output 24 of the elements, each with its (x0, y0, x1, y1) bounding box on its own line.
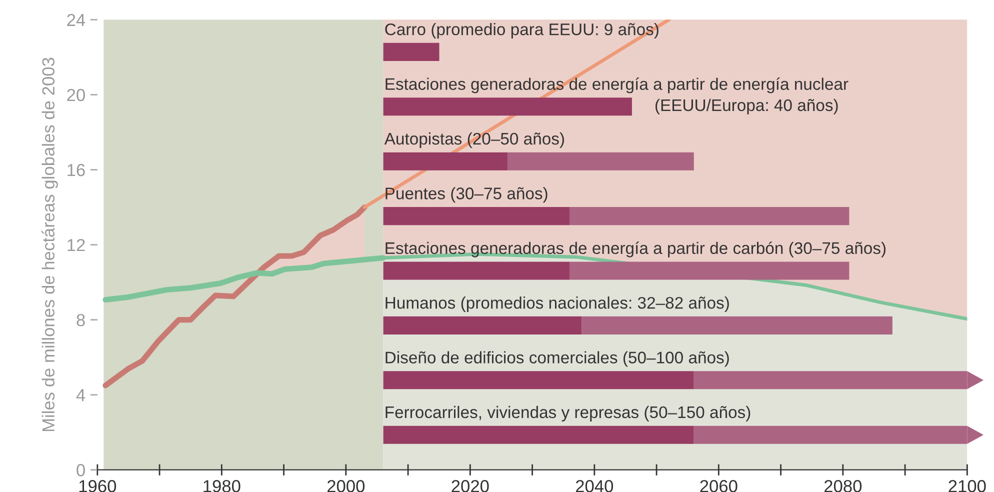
y-tick-label: Ferrocarriles, viviendas y represas (50–150 años) (386, 406, 750, 422)
y-tick-label: 0 (76, 464, 85, 476)
y-tick-label: 4 (76, 389, 86, 402)
y-tick-label: 12 (68, 238, 85, 252)
y-tick-label: 16 (68, 164, 85, 176)
x-tick-label: 1960 (79, 480, 116, 492)
x-tick-label: 2020 (452, 480, 489, 492)
y-tick-label: 20 (67, 88, 85, 102)
x-tick-label: 2060 (700, 480, 738, 492)
y-tick-label: Puentes (30–75 años) (386, 187, 548, 203)
x-tick-label: 2040 (576, 480, 614, 492)
x-tick-label: 1980 (204, 480, 240, 492)
x-tick-label: 2100 (948, 480, 986, 492)
y-tick-label: Diseño de edificios comerciales (50–100 años) (386, 351, 729, 367)
y-tick-label: 24 (67, 14, 86, 26)
y-tick-label: Estaciones generadoras de energía a partir de carbón (30–75 años) (386, 242, 886, 258)
y-tick-label: Estaciones generadoras de energía a partir de energía nuclear (EEUU/Europa: 40 años) (386, 78, 848, 114)
x-tick-label: 2000 (327, 480, 365, 492)
x-tick-label: 2080 (824, 480, 862, 492)
y-tick-label: 8 (76, 314, 85, 326)
y-tick-label: Humanos (promedios nacionales: 32–82 años) (386, 296, 729, 312)
y-tick-label: Autopistas (20–50 años) (384, 132, 564, 148)
y-tick-label: Carro (promedio para EEUU: 9 años) (385, 23, 658, 39)
y-axis-title: Miles de millones de hectáreas globales de 2003 (42, 58, 58, 432)
